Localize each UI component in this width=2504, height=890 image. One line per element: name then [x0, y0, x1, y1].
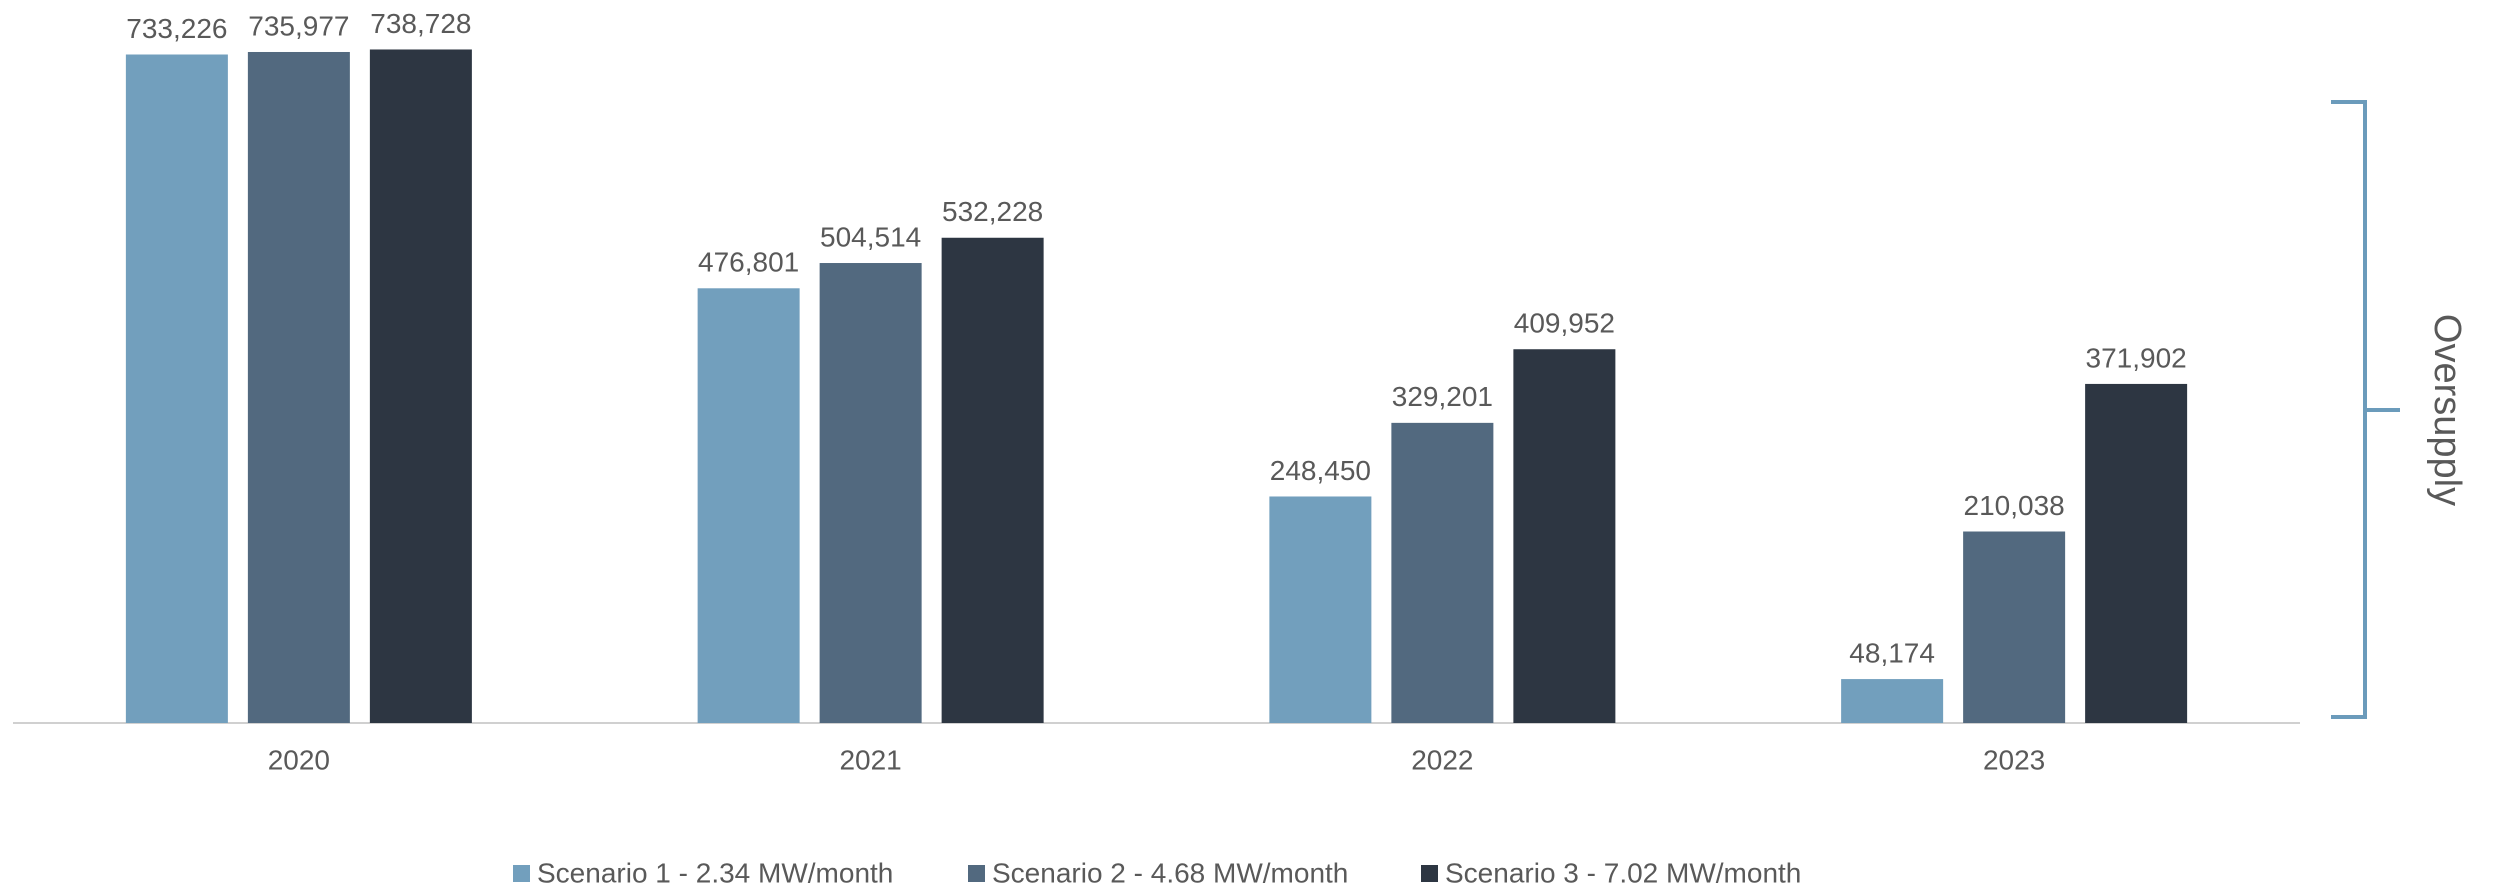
data-label: 532,228	[942, 196, 1043, 227]
data-label: 248,450	[1270, 455, 1371, 486]
data-label: 48,174	[1849, 637, 1935, 668]
data-label: 409,952	[1514, 308, 1615, 339]
x-tick-label: 2023	[1983, 744, 2045, 775]
x-tick-label: 2022	[1411, 744, 1473, 775]
legend-swatch	[513, 865, 530, 882]
data-label: 210,038	[1964, 490, 2065, 521]
bar	[2085, 383, 2188, 723]
data-label: 733,226	[126, 13, 227, 44]
annotation: Oversupply	[2426, 314, 2468, 506]
data-label: 738,728	[370, 8, 471, 39]
legend-swatch	[968, 865, 985, 882]
bracket-line	[2331, 100, 2367, 719]
bracket	[2331, 100, 2400, 719]
bar	[369, 49, 472, 724]
x-tick-label: 2020	[268, 744, 330, 775]
data-label: 735,977	[248, 10, 349, 41]
legend-swatch	[1421, 865, 1438, 882]
bar	[1391, 422, 1494, 723]
bar	[125, 54, 228, 723]
data-label: 329,201	[1392, 381, 1493, 412]
bar	[1841, 679, 1944, 723]
bar	[1269, 496, 1372, 723]
bar	[697, 288, 800, 723]
bar	[247, 51, 350, 724]
data-label: 504,514	[820, 221, 921, 252]
bar	[1513, 349, 1616, 723]
data-label: 476,801	[698, 247, 799, 278]
bar	[819, 263, 922, 723]
x-tick-label: 2021	[839, 744, 901, 775]
data-label: 371,902	[2086, 342, 2187, 373]
legend-label: Scenario 1 - 2.34 MW/month	[537, 857, 893, 888]
bar	[941, 237, 1044, 723]
bar	[1963, 531, 2066, 723]
legend-label: Scenario 3 - 7.02 MW/month	[1445, 857, 1801, 888]
legend-label: Scenario 2 - 4.68 MW/month	[992, 857, 1348, 888]
